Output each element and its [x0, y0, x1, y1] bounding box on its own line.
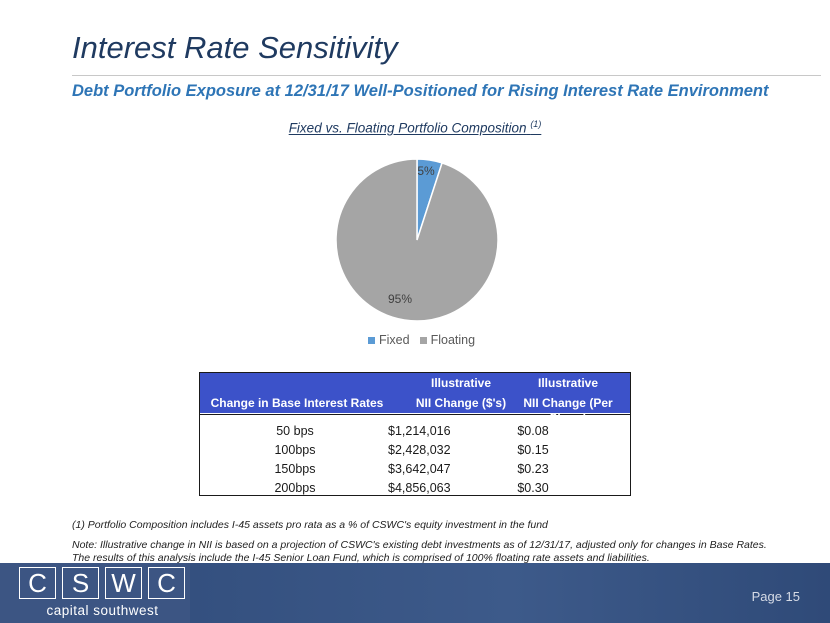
header-per-share-line2: NII Change (Per Share) [523, 396, 613, 425]
slide-title: Interest Rate Sensitivity [72, 30, 398, 65]
footnote: (1) Portfolio Composition includes I-45 … [72, 519, 548, 531]
pie-data-label-fixed: 5% [417, 164, 435, 178]
header-nii-change-line2: NII Change ($'s) [415, 396, 507, 410]
cell-rate-change: 50 bps [276, 423, 314, 438]
legend-swatch-fixed [368, 336, 375, 344]
table-header: Change in Base Interest Rates Illustrati… [200, 373, 630, 425]
slide-subtitle: Debt Portfolio Exposure at 12/31/17 Well… [72, 82, 769, 100]
footer-bar: C S W C capital southwest Page 15 [0, 563, 830, 623]
legend-item-floating: Floating [419, 333, 476, 347]
nii-sensitivity-table: Change in Base Interest Rates Illustrati… [199, 372, 631, 496]
pie-data-label-floating: 95% [388, 292, 412, 306]
header-per-share-line1: Illustrative [537, 376, 599, 390]
cell-nii-change: $1,214,016 [388, 423, 451, 438]
table-row: 100bps $2,428,032 $0.15 [200, 440, 630, 459]
cell-per-share: $0.30 [517, 480, 549, 495]
footer-gradient [190, 563, 830, 623]
header-nii-change-line1: Illustrative [430, 376, 492, 390]
cell-rate-change: 100bps [274, 442, 316, 457]
table-row: 150bps $3,642,047 $0.23 [200, 459, 630, 478]
legend-swatch-floating [419, 336, 427, 344]
logo-letter: C [148, 567, 185, 599]
cell-per-share: $0.23 [517, 461, 549, 476]
pie-chart: 5% 95% [335, 158, 499, 322]
chart-title-footnote-marker: (1) [530, 119, 542, 129]
logo-letter: S [62, 567, 99, 599]
legend-label-fixed: Fixed [379, 333, 410, 347]
cell-nii-change: $4,856,063 [388, 480, 451, 495]
methodology-note: Note: Illustrative change in NII is base… [72, 539, 767, 564]
page-number: Page 15 [751, 589, 800, 604]
cell-nii-change: $3,642,047 [388, 461, 451, 476]
chart-title: Fixed vs. Floating Portfolio Composition… [0, 119, 830, 136]
table-body: 50 bps $1,214,016 $0.08 100bps $2,428,03… [200, 414, 630, 497]
logo-letter: C [19, 567, 56, 599]
cell-rate-change: 150bps [274, 461, 316, 476]
logo-tagline: capital southwest [46, 603, 159, 618]
chart-legend: Fixed Floating [368, 333, 475, 347]
table-row: 50 bps $1,214,016 $0.08 [200, 421, 630, 440]
header-change-in-base-rates: Change in Base Interest Rates [210, 396, 384, 410]
logo-letter: W [105, 567, 142, 599]
cswc-logo: C S W C capital southwest [19, 567, 186, 621]
cell-nii-change: $2,428,032 [388, 442, 451, 457]
legend-item-fixed: Fixed [368, 333, 410, 347]
title-divider [72, 75, 821, 76]
cell-per-share: $0.08 [517, 423, 549, 438]
legend-label-floating: Floating [430, 333, 476, 347]
table-row: 200bps $4,856,063 $0.30 [200, 478, 630, 497]
cell-rate-change: 200bps [274, 480, 316, 495]
chart-title-text: Fixed vs. Floating Portfolio Composition [288, 120, 527, 136]
pie-slice-floating [335, 158, 499, 322]
cell-per-share: $0.15 [517, 442, 549, 457]
